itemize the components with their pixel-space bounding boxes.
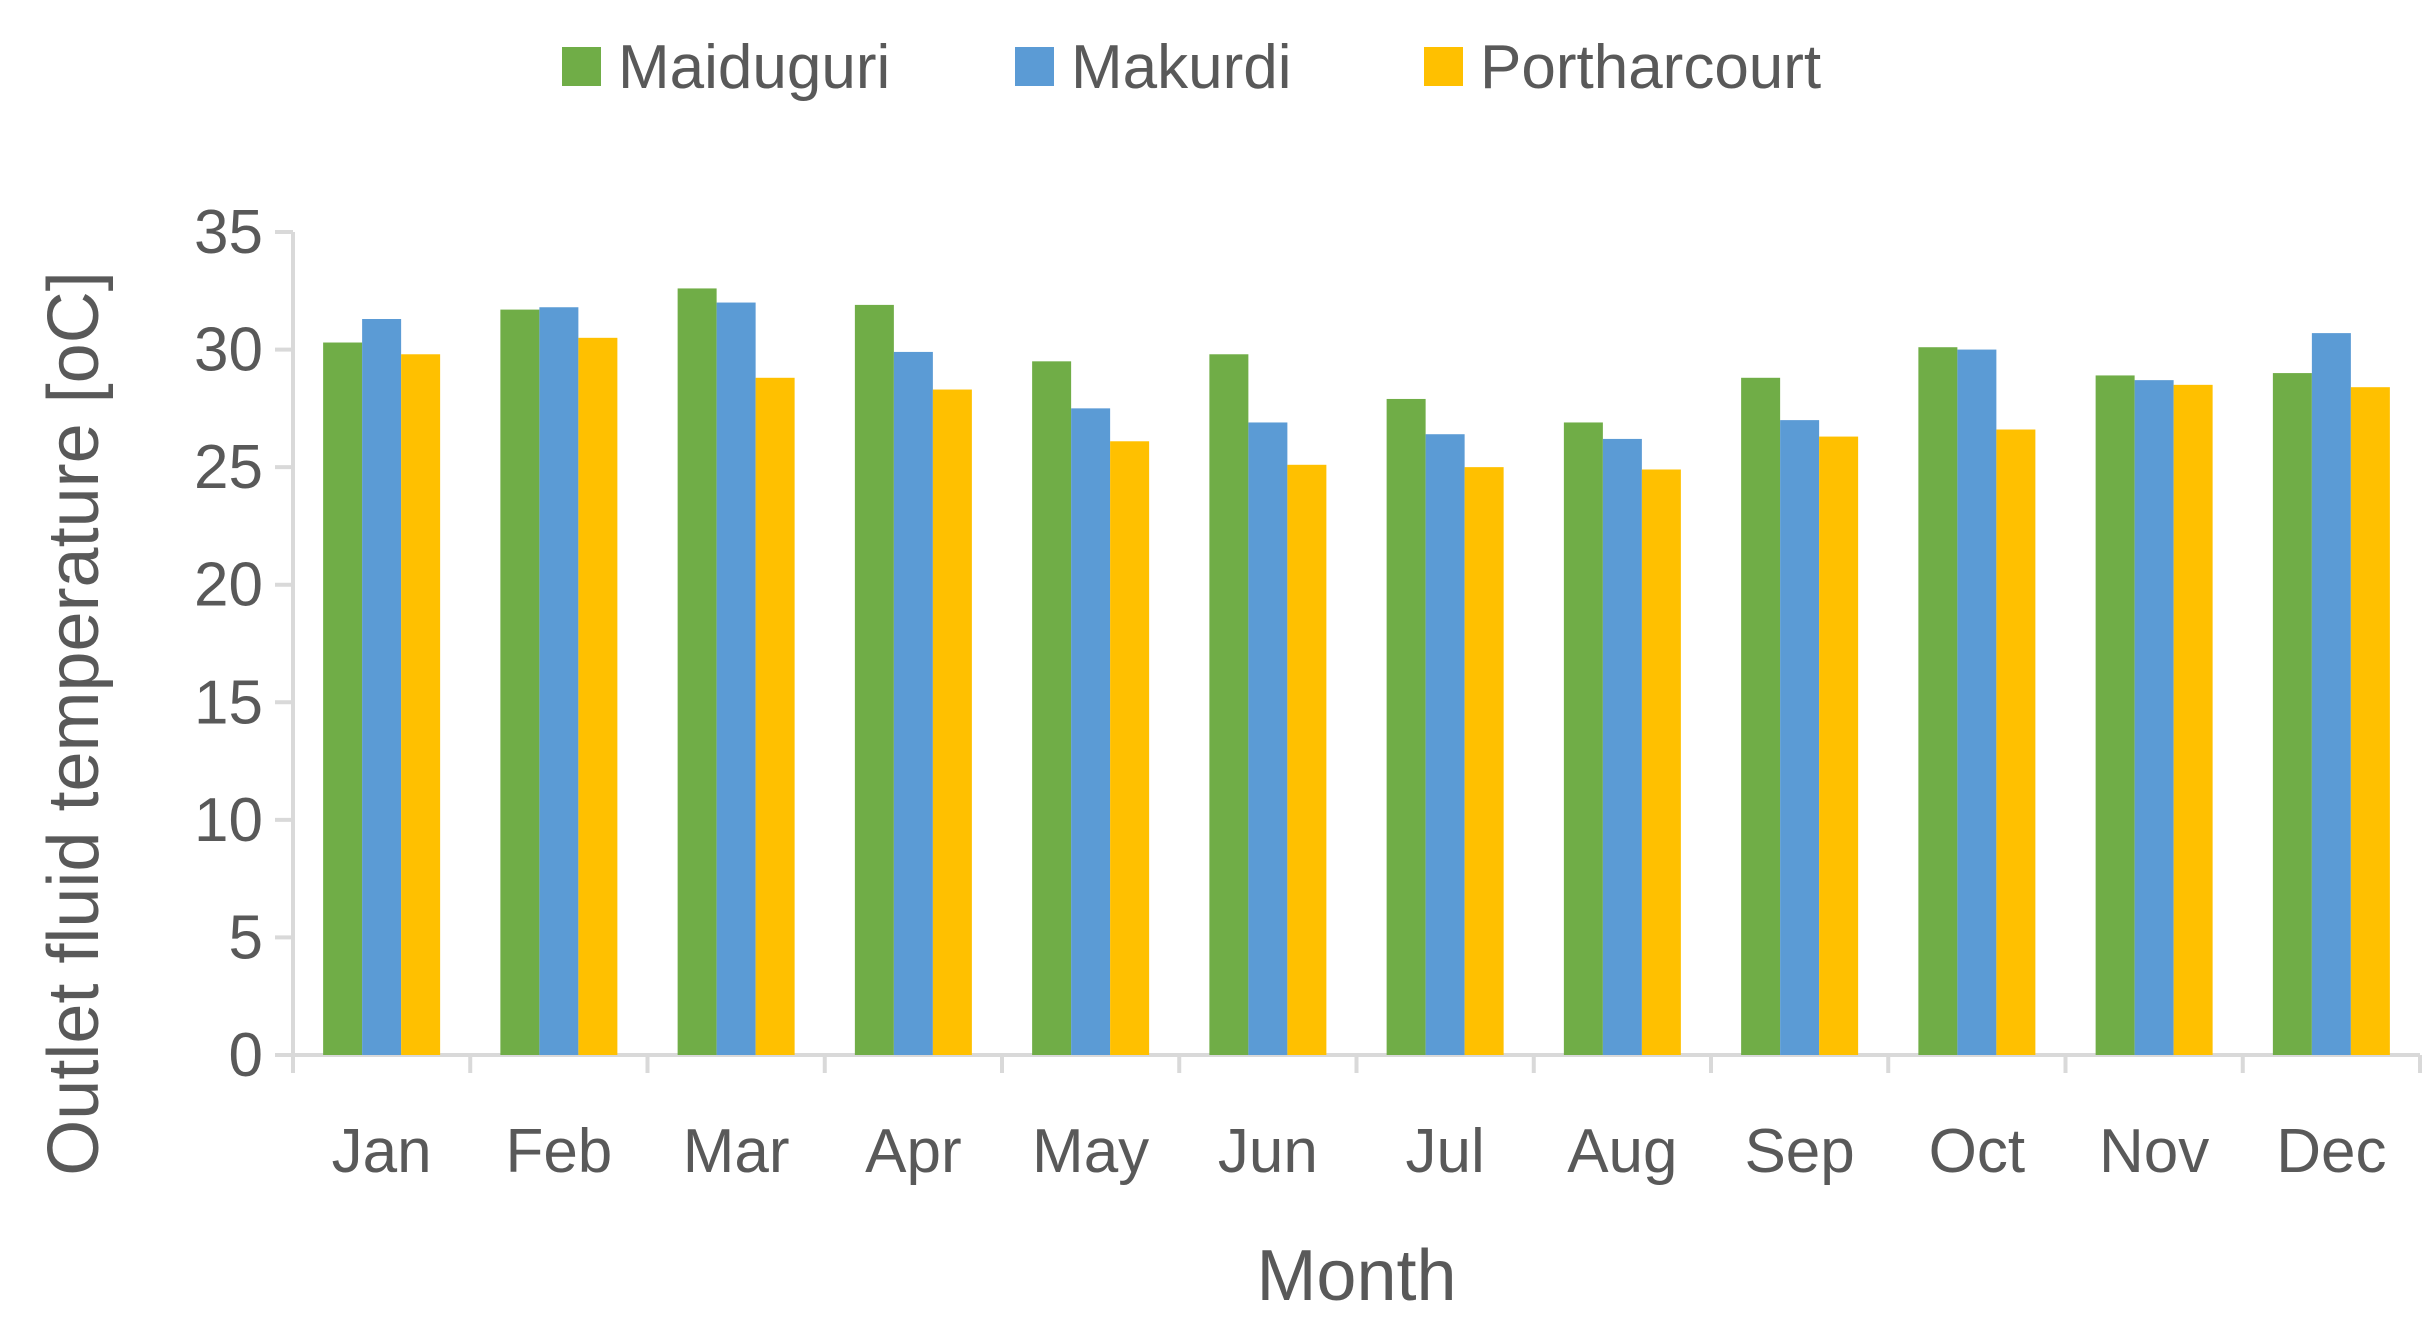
x-tick-label: Jun bbox=[1218, 1117, 1318, 1186]
bar-portharcourt-may bbox=[1110, 441, 1150, 1056]
x-tick-label: Aug bbox=[1567, 1117, 1677, 1186]
y-tick-label: 20 bbox=[194, 551, 263, 620]
bar-makurdi-may bbox=[1071, 408, 1111, 1055]
legend-swatch-portharcourt bbox=[1424, 47, 1463, 86]
bar-portharcourt-apr bbox=[932, 389, 972, 1055]
bar-portharcourt-nov bbox=[2173, 384, 2213, 1055]
bar-makurdi-jul bbox=[1425, 434, 1465, 1055]
bar-makurdi-dec bbox=[2311, 333, 2351, 1055]
y-tick-label: 25 bbox=[194, 433, 263, 502]
legend-swatch-makurdi bbox=[1015, 47, 1054, 86]
x-tick-label: Jul bbox=[1405, 1117, 1484, 1186]
bar-makurdi-mar bbox=[716, 302, 756, 1055]
bar-maiduguri-apr bbox=[854, 304, 894, 1055]
bar-makurdi-jun bbox=[1248, 422, 1288, 1056]
legend: Maiduguri Makurdi Portharcourt bbox=[562, 33, 1821, 102]
bar-portharcourt-jun bbox=[1287, 464, 1327, 1055]
x-tick-label: Mar bbox=[683, 1117, 790, 1186]
bar-maiduguri-dec bbox=[2272, 373, 2312, 1056]
bar-portharcourt-feb bbox=[578, 337, 618, 1055]
legend-swatch-maiduguri bbox=[562, 47, 601, 86]
bar-makurdi-apr bbox=[893, 351, 933, 1055]
bar-portharcourt-mar bbox=[755, 377, 795, 1055]
legend-label-maiduguri: Maiduguri bbox=[618, 33, 890, 102]
y-tick-label: 10 bbox=[194, 786, 263, 855]
x-tick-label: May bbox=[1032, 1117, 1149, 1186]
bar-makurdi-nov bbox=[2134, 380, 2174, 1055]
bar-portharcourt-aug bbox=[1641, 469, 1681, 1056]
x-tick-label: Sep bbox=[1744, 1117, 1854, 1186]
y-tick-label: 30 bbox=[194, 316, 263, 385]
y-tick-label: 0 bbox=[229, 1021, 263, 1090]
legend-label-makurdi: Makurdi bbox=[1071, 33, 1292, 102]
x-tick-label: Jan bbox=[332, 1117, 432, 1186]
x-tick-label: Dec bbox=[2276, 1117, 2386, 1186]
bar-maiduguri-jul bbox=[1386, 398, 1426, 1055]
bar-portharcourt-oct bbox=[1996, 429, 2036, 1055]
legend-label-portharcourt: Portharcourt bbox=[1480, 33, 1821, 102]
bar-maiduguri-aug bbox=[1563, 422, 1603, 1056]
y-axis: 0 5 10 15 20 25 30 35 bbox=[194, 198, 295, 1090]
y-tick-label: 5 bbox=[229, 903, 263, 972]
bar-maiduguri-feb bbox=[500, 309, 540, 1055]
bar-makurdi-jan bbox=[362, 319, 402, 1055]
bar-makurdi-feb bbox=[539, 307, 579, 1055]
x-tick-label: Apr bbox=[865, 1117, 961, 1186]
bar-maiduguri-jun bbox=[1209, 354, 1249, 1055]
x-tick-label: Nov bbox=[2099, 1117, 2209, 1186]
x-axis-title: Month bbox=[1256, 1236, 1456, 1316]
bar-maiduguri-sep bbox=[1741, 377, 1781, 1055]
bar-makurdi-sep bbox=[1780, 420, 1820, 1056]
bar-portharcourt-sep bbox=[1819, 436, 1859, 1055]
bar-makurdi-oct bbox=[1957, 349, 1997, 1056]
bar-maiduguri-oct bbox=[1918, 347, 1958, 1056]
bar-maiduguri-may bbox=[1032, 361, 1072, 1055]
x-axis: Jan Feb Mar Apr May Jun Jul Aug Sep Oct Nov Dec bbox=[291, 1053, 2422, 1186]
bar-portharcourt-dec bbox=[2350, 387, 2390, 1055]
y-axis-title: Outlet fluid temperature [oC] bbox=[34, 271, 114, 1175]
x-tick-label: Feb bbox=[505, 1117, 612, 1186]
bar-maiduguri-jan bbox=[323, 342, 363, 1055]
bars bbox=[323, 288, 2390, 1056]
y-tick-label: 15 bbox=[194, 668, 263, 737]
x-tick-label: Oct bbox=[1929, 1117, 2025, 1186]
bar-portharcourt-jan bbox=[401, 354, 441, 1055]
y-tick-label: 35 bbox=[194, 198, 263, 267]
bar-maiduguri-nov bbox=[2095, 375, 2135, 1055]
bar-maiduguri-mar bbox=[677, 288, 717, 1055]
bar-makurdi-aug bbox=[1602, 438, 1642, 1055]
bar-portharcourt-jul bbox=[1464, 467, 1504, 1056]
